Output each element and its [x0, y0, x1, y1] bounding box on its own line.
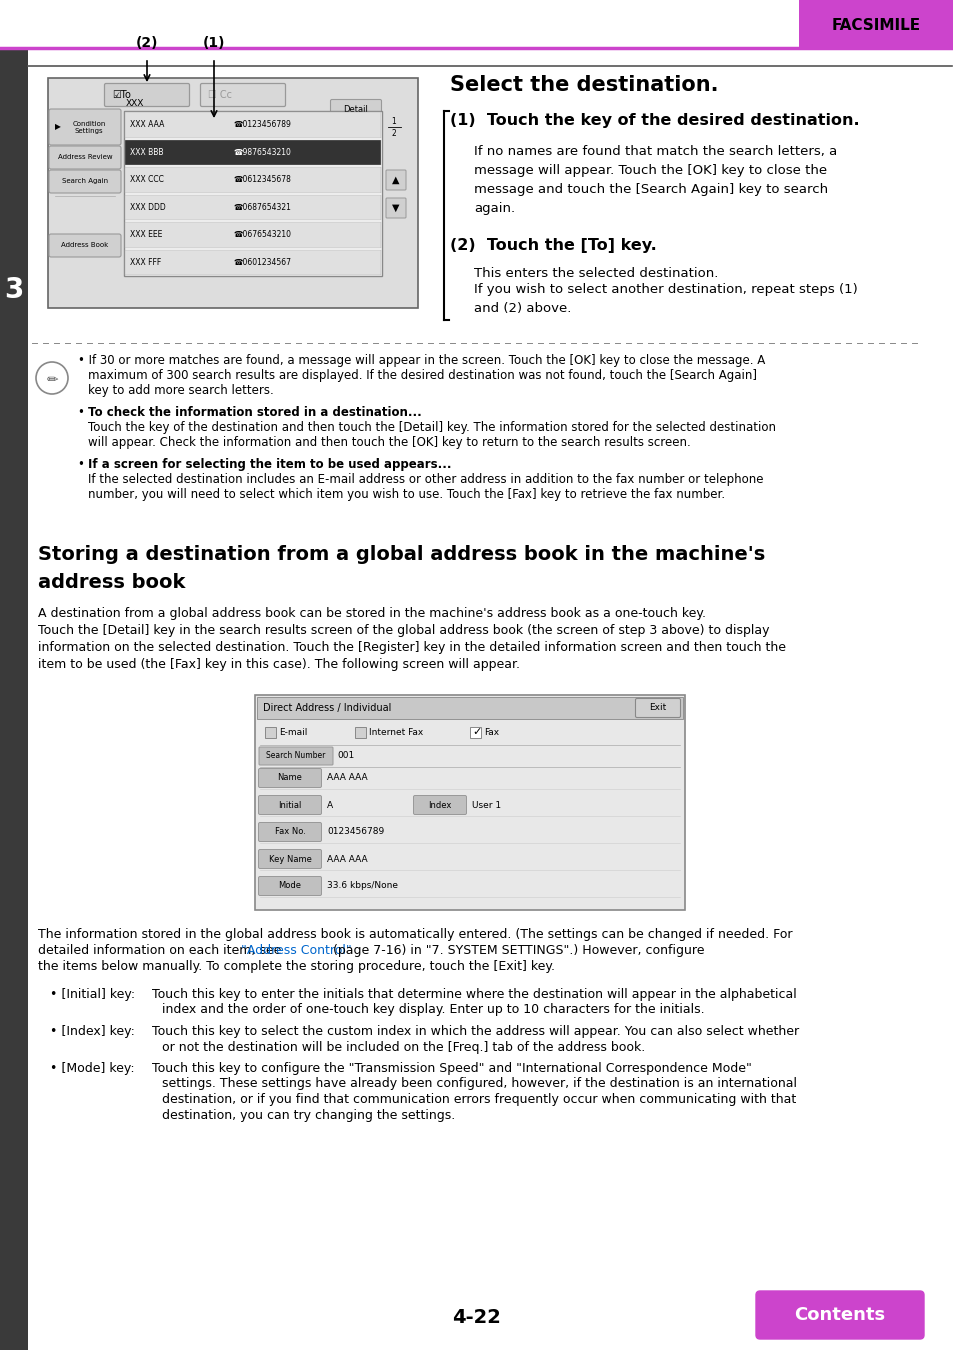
Text: ▲: ▲ [392, 176, 399, 185]
Text: ☎9876543210: ☎9876543210 [233, 147, 292, 157]
Text: This enters the selected destination.: This enters the selected destination. [474, 267, 718, 279]
Text: index and the order of one-touch key display. Enter up to 10 characters for the : index and the order of one-touch key dis… [162, 1003, 704, 1017]
Text: 2: 2 [392, 128, 395, 138]
Text: Touch this key to select the custom index in which the address will appear. You : Touch this key to select the custom inde… [152, 1025, 799, 1038]
Circle shape [36, 362, 68, 394]
Text: destination, you can try changing the settings.: destination, you can try changing the se… [162, 1108, 455, 1122]
Text: Select the destination.: Select the destination. [450, 76, 718, 95]
Text: XXX FFF: XXX FFF [130, 258, 161, 267]
Text: "Address Control": "Address Control" [240, 944, 352, 957]
Text: 1: 1 [392, 116, 395, 126]
Text: ☐ Cc: ☐ Cc [208, 90, 232, 100]
FancyBboxPatch shape [200, 84, 285, 107]
Text: Search Number: Search Number [266, 752, 325, 760]
Text: (2): (2) [135, 36, 158, 50]
Text: ☎0676543210: ☎0676543210 [233, 231, 292, 239]
Bar [470, 728, 480, 738]
Text: ✏: ✏ [46, 373, 58, 387]
FancyBboxPatch shape [258, 876, 321, 895]
Text: 001: 001 [336, 752, 354, 760]
Text: If you wish to select another destination, repeat steps (1)
and (2) above.: If you wish to select another destinatio… [474, 284, 857, 315]
Text: Detail: Detail [343, 105, 368, 115]
Text: key to add more search letters.: key to add more search letters. [88, 383, 274, 397]
Bar [125, 112, 380, 138]
Text: ☑To: ☑To [112, 90, 131, 100]
FancyBboxPatch shape [386, 170, 406, 190]
Bar [125, 167, 380, 193]
Text: XXX EEE: XXX EEE [130, 231, 162, 239]
Text: Initial: Initial [278, 801, 301, 810]
Text: Internet Fax: Internet Fax [369, 728, 423, 737]
Bar [265, 728, 275, 738]
Text: detailed information on each item, see: detailed information on each item, see [38, 944, 285, 957]
Text: Exit: Exit [649, 703, 666, 713]
Text: the items below manually. To complete the storing procedure, touch the [Exit] ke: the items below manually. To complete th… [38, 960, 555, 973]
FancyBboxPatch shape [635, 698, 679, 717]
Text: XXX CCC: XXX CCC [130, 176, 164, 184]
Text: • [Index] key:: • [Index] key: [50, 1025, 139, 1038]
Text: XXX DDD: XXX DDD [130, 202, 166, 212]
Text: Fax No.: Fax No. [274, 828, 305, 837]
Text: XXX AAA: XXX AAA [130, 120, 164, 130]
Text: (2)  Touch the [To] key.: (2) Touch the [To] key. [450, 238, 656, 252]
Text: ☎0123456789: ☎0123456789 [233, 120, 292, 130]
Text: ☎0612345678: ☎0612345678 [233, 176, 292, 184]
Text: •: • [78, 406, 89, 418]
Text: AAA AAA: AAA AAA [327, 855, 367, 864]
Bar [256, 697, 682, 720]
Text: Name: Name [277, 774, 302, 783]
Text: E-mail: E-mail [278, 728, 307, 737]
FancyBboxPatch shape [258, 747, 333, 765]
Text: ✓: ✓ [472, 728, 481, 737]
Bar [125, 139, 380, 165]
FancyBboxPatch shape [49, 170, 121, 193]
Text: ▼: ▼ [392, 202, 399, 213]
FancyBboxPatch shape [49, 109, 121, 144]
Text: or not the destination will be included on the [Freq.] tab of the address book.: or not the destination will be included … [162, 1041, 644, 1053]
Text: (1): (1) [203, 36, 225, 50]
Text: If the selected destination includes an E-mail address or other address in addit: If the selected destination includes an … [88, 472, 762, 486]
Text: (1)  Touch the key of the desired destination.: (1) Touch the key of the desired destina… [450, 113, 859, 128]
Text: information on the selected destination. Touch the [Register] key in the detaile: information on the selected destination.… [38, 641, 785, 653]
Text: Condition
Settings: Condition Settings [72, 120, 106, 134]
Text: ▶: ▶ [55, 123, 61, 131]
Text: Index: Index [428, 801, 451, 810]
Bar [125, 250, 380, 275]
Text: item to be used (the [Fax] key in this case). The following screen will appear.: item to be used (the [Fax] key in this c… [38, 657, 519, 671]
Text: will appear. Check the information and then touch the [OK] key to return to the : will appear. Check the information and t… [88, 436, 690, 450]
Text: XXX: XXX [126, 99, 144, 108]
Text: Key Name: Key Name [269, 855, 311, 864]
Text: Mode: Mode [278, 882, 301, 891]
Text: Touch the [Detail] key in the search results screen of the global address book (: Touch the [Detail] key in the search res… [38, 624, 769, 637]
FancyBboxPatch shape [330, 100, 381, 120]
FancyBboxPatch shape [105, 84, 190, 107]
Text: If no names are found that match the search letters, a
message will appear. Touc: If no names are found that match the sea… [474, 144, 837, 215]
Text: AAA AAA: AAA AAA [327, 774, 367, 783]
Text: settings. These settings have already been configured, however, if the destinati: settings. These settings have already be… [162, 1077, 796, 1091]
Text: • [Initial] key:: • [Initial] key: [50, 988, 139, 1000]
Text: Touch the key of the destination and then touch the [Detail] key. The informatio: Touch the key of the destination and the… [88, 421, 775, 433]
Text: •: • [78, 458, 89, 471]
Text: The information stored in the global address book is automatically entered. (The: The information stored in the global add… [38, 927, 792, 941]
Text: • If 30 or more matches are found, a message will appear in the screen. Touch th: • If 30 or more matches are found, a mes… [78, 354, 764, 367]
Text: 3: 3 [5, 275, 24, 304]
FancyBboxPatch shape [258, 768, 321, 787]
Text: Address Book: Address Book [61, 242, 109, 248]
Text: Touch this key to configure the "Transmission Speed" and "International Correspo: Touch this key to configure the "Transmi… [152, 1062, 751, 1075]
FancyBboxPatch shape [49, 234, 121, 256]
Text: ☎0601234567: ☎0601234567 [233, 258, 292, 267]
Text: ☎0687654321: ☎0687654321 [233, 202, 292, 212]
Text: Storing a destination from a global address book in the machine's: Storing a destination from a global addr… [38, 545, 764, 564]
Text: Direct Address / Individual: Direct Address / Individual [263, 703, 391, 713]
Text: 4-22: 4-22 [452, 1308, 501, 1327]
Text: Search Again: Search Again [62, 178, 108, 184]
Text: maximum of 300 search results are displayed. If the desired destination was not : maximum of 300 search results are displa… [88, 369, 757, 382]
Text: number, you will need to select which item you wish to use. Touch the [Fax] key : number, you will need to select which it… [88, 487, 724, 501]
FancyBboxPatch shape [258, 849, 321, 868]
Text: A destination from a global address book can be stored in the machine's address : A destination from a global address book… [38, 608, 705, 620]
Text: If a screen for selecting the item to be used appears...: If a screen for selecting the item to be… [88, 458, 451, 471]
Text: • [Mode] key:: • [Mode] key: [50, 1062, 138, 1075]
Text: To check the information stored in a destination...: To check the information stored in a des… [88, 406, 421, 418]
Bar [125, 194, 380, 220]
FancyBboxPatch shape [49, 146, 121, 169]
